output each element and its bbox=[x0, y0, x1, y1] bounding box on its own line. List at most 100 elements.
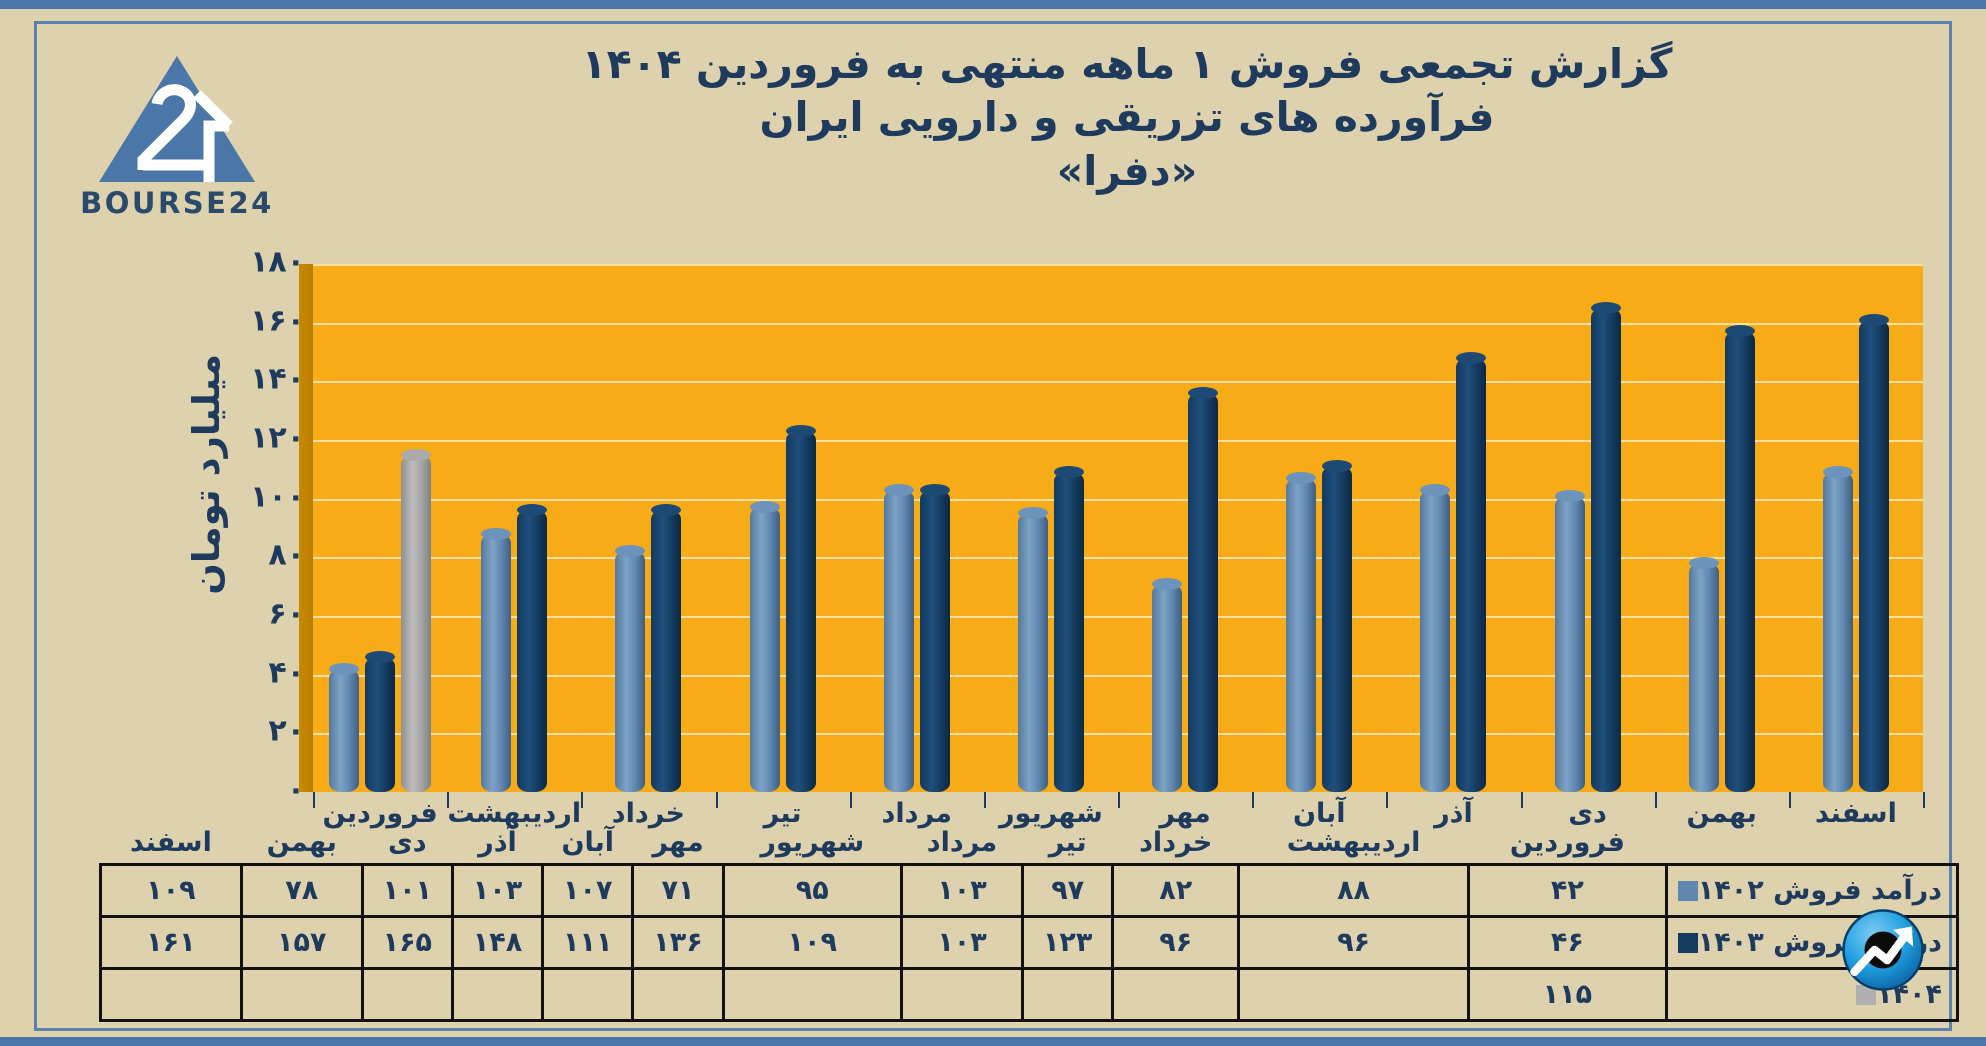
bar bbox=[1858, 313, 1889, 792]
table-column-header: خرداد bbox=[1139, 826, 1213, 858]
x-axis-tick-label: آبان bbox=[1292, 798, 1346, 829]
table-row: درآمد فروش ۱۴۰۳۴۶۹۶۹۶۱۲۳۱۰۳۱۰۹۱۳۶۱۱۱۱۴۸۱… bbox=[99, 914, 1960, 970]
table-cell: ۴۶ bbox=[1466, 914, 1668, 970]
table-cell: ۱۱۵ bbox=[1466, 966, 1668, 1022]
legend-color-swatch bbox=[1856, 985, 1877, 1005]
bar-group bbox=[1386, 264, 1520, 792]
bar-top-ellipse bbox=[1590, 302, 1621, 314]
table-column-header: تیر bbox=[1048, 826, 1087, 858]
table-cell: ۸۸ bbox=[1237, 862, 1470, 918]
table-column-header: آذر bbox=[478, 826, 517, 858]
x-axis-tick-label: مهر bbox=[1159, 798, 1211, 829]
page-title: گزارش تجمعی فروش ۱ ماهه منتهی به فروردین… bbox=[337, 38, 1917, 198]
y-axis-tick-label: ۱۴۰ bbox=[250, 361, 305, 397]
bar-top-ellipse bbox=[1053, 466, 1084, 479]
table-cell: ۷۸ bbox=[239, 862, 364, 918]
x-axis-tick-label: آذر bbox=[1434, 798, 1473, 829]
bar bbox=[329, 662, 360, 792]
gridline bbox=[313, 498, 1923, 501]
table-column-header: فروردین bbox=[1509, 826, 1625, 858]
y-axis-tick-label: ۴۰ bbox=[268, 655, 305, 691]
gridline bbox=[313, 733, 1923, 736]
table-cell: ۷۱ bbox=[631, 862, 725, 918]
bar-top-ellipse bbox=[1554, 489, 1585, 502]
bar-group bbox=[1655, 264, 1789, 792]
table-column-header: مرداد bbox=[926, 826, 998, 858]
bar bbox=[1724, 325, 1755, 792]
bar bbox=[615, 545, 646, 792]
table-row: ۱۴۰۴ ۱۱۵ bbox=[99, 966, 1960, 1022]
x-axis-tick-mark bbox=[1654, 792, 1657, 808]
bar bbox=[1554, 489, 1585, 792]
bar-top-ellipse bbox=[883, 483, 914, 496]
bar-top-ellipse bbox=[1456, 351, 1487, 364]
bar-top-ellipse bbox=[1688, 557, 1719, 570]
chart-plot-area bbox=[313, 264, 1923, 792]
x-axis-tick-mark bbox=[1118, 792, 1120, 808]
bar bbox=[517, 504, 548, 792]
x-axis-tick-label: دی bbox=[1568, 798, 1607, 829]
bar-top-ellipse bbox=[1152, 577, 1183, 590]
y-axis-tick-label: ۱۶۰ bbox=[250, 303, 305, 339]
bar bbox=[883, 483, 914, 792]
table-cell bbox=[631, 966, 725, 1022]
bar-group bbox=[313, 264, 447, 792]
bar-group bbox=[1789, 264, 1923, 792]
x-axis-tick-mark bbox=[849, 792, 852, 808]
bar-group bbox=[716, 264, 850, 792]
table-cell: ۱۰۷ bbox=[541, 862, 635, 918]
y-axis-tick-label: ۶۰ bbox=[268, 596, 305, 632]
table-column-header: بهمن bbox=[266, 826, 337, 858]
table-cell: ۱۰۹ bbox=[721, 914, 903, 970]
table-cell: ۱۴۸ bbox=[450, 914, 545, 970]
x-axis-tick-label: تیر bbox=[763, 798, 802, 829]
x-axis-tick-label: شهریور bbox=[999, 798, 1103, 829]
table-cell bbox=[99, 966, 243, 1022]
y-axis-tick-label: ۸۰ bbox=[268, 537, 305, 573]
table-column-header: اسفند bbox=[129, 826, 212, 858]
x-axis-tick-mark bbox=[1520, 792, 1523, 808]
legend-series-name: درآمد فروش ۱۴۰۲ bbox=[1697, 874, 1942, 906]
table-cell: ۱۰۳ bbox=[450, 862, 545, 918]
bar-top-ellipse bbox=[1822, 466, 1853, 479]
y-axis-tick-label: ۱۲۰ bbox=[250, 420, 305, 456]
bar-group bbox=[850, 264, 984, 792]
plot-left-wall bbox=[299, 264, 315, 792]
table-cell: ۱۱۱ bbox=[541, 914, 635, 970]
table-column-header: شهریور bbox=[760, 826, 865, 858]
x-axis-tick-label: فروردین bbox=[322, 798, 438, 829]
table-cell: ۱۵۷ bbox=[239, 914, 364, 970]
bar bbox=[1822, 466, 1853, 792]
bar bbox=[481, 527, 512, 792]
bar-top-ellipse bbox=[615, 545, 646, 558]
bar-group bbox=[447, 264, 581, 792]
bar bbox=[1322, 460, 1353, 792]
x-axis-tick-label: مرداد bbox=[881, 798, 952, 829]
x-axis-tick-mark bbox=[1923, 792, 1925, 808]
gridline bbox=[313, 264, 1923, 266]
x-axis-tick-label: اردیبهشت bbox=[447, 798, 582, 829]
table-row: درآمد فروش ۱۴۰۲ ۴۲ ۸۸ ۸۲ ۹۷ ۱۰۳ ۹۵ ۷۱ ۱۰۷ ۱۰۳ ۱۰۱ ۷… bbox=[99, 862, 1960, 918]
data-table-body: فروردین اردیبهشت خرداد تیر مرداد شهریور مهر آبا… bbox=[99, 824, 1960, 1022]
table-cell bbox=[450, 966, 545, 1022]
y-axis-tick-label: ۱۰۰ bbox=[250, 479, 305, 515]
y-axis-ticks: ۱۸۰ ۱۶۰ ۱۴۰ ۱۲۰ ۱۰۰ ۸۰ ۶۰ ۴۰ ۲۰ ۰ bbox=[227, 245, 309, 808]
bar bbox=[1688, 557, 1719, 792]
bar bbox=[1286, 472, 1317, 792]
table-cell: ۴۲ bbox=[1466, 862, 1668, 918]
bar bbox=[785, 425, 816, 792]
table-cell: ۱۰۱ bbox=[360, 862, 454, 918]
bar-top-ellipse bbox=[1420, 483, 1451, 496]
bar-top-ellipse bbox=[749, 501, 780, 514]
bar bbox=[1590, 302, 1621, 792]
table-cell: ۹۵ bbox=[721, 862, 903, 918]
table-column-header: اردیبهشت bbox=[1286, 826, 1421, 858]
bar-top-ellipse bbox=[1858, 313, 1889, 326]
table-cell bbox=[541, 966, 635, 1022]
bar-group bbox=[1118, 264, 1252, 792]
bar-top-ellipse bbox=[1286, 472, 1317, 485]
table-column-header: دی bbox=[388, 826, 427, 858]
bar-top-ellipse bbox=[1724, 325, 1755, 338]
table-cell bbox=[1111, 966, 1241, 1022]
x-axis-tick-mark bbox=[715, 792, 718, 808]
